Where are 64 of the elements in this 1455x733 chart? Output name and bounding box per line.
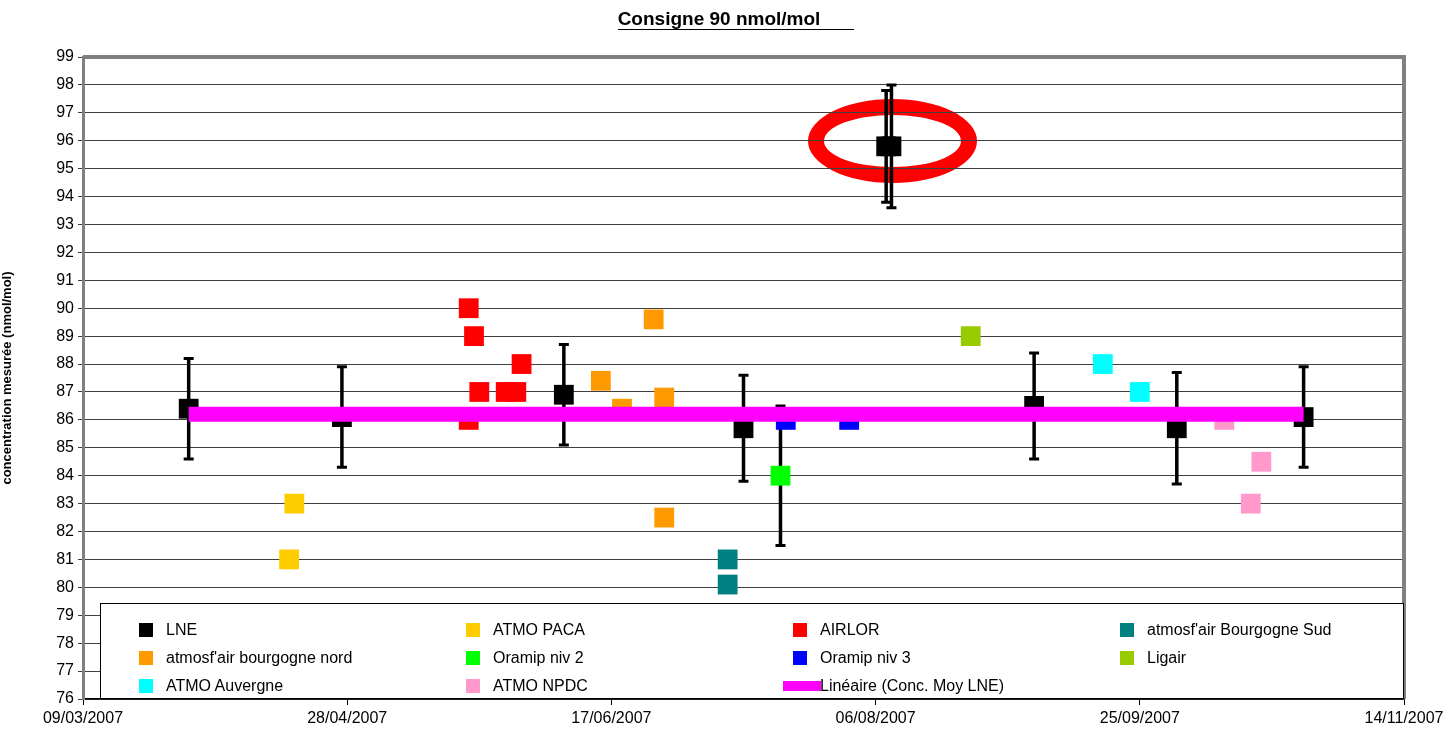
y-tick-label: 94 bbox=[56, 186, 75, 204]
point bbox=[458, 298, 479, 319]
legend-label: Ligair bbox=[1147, 649, 1187, 667]
chart-title: Consigne 90 nmol/mol bbox=[617, 8, 855, 30]
y-tick-label: 79 bbox=[56, 605, 75, 623]
point bbox=[590, 370, 611, 391]
legend-label: atmosf'air Bourgogne Sud bbox=[1147, 621, 1332, 639]
legend-label: atmosf'air bourgogne nord bbox=[166, 649, 353, 667]
y-tick-label: 77 bbox=[56, 661, 75, 679]
y-tick-label: 91 bbox=[56, 270, 75, 288]
y-tick-label: 80 bbox=[56, 577, 75, 595]
y-tick-label: 83 bbox=[56, 494, 75, 512]
point bbox=[654, 507, 675, 528]
point bbox=[506, 382, 527, 402]
point bbox=[881, 136, 902, 157]
point bbox=[717, 549, 738, 570]
legend-label: AIRLOR bbox=[820, 621, 880, 639]
point bbox=[1129, 382, 1150, 402]
y-tick-label: 99 bbox=[56, 47, 75, 65]
y-tick-label: 89 bbox=[56, 326, 75, 344]
y-tick-label: 84 bbox=[56, 466, 75, 484]
point bbox=[1092, 354, 1113, 374]
y-tick-label: 87 bbox=[56, 382, 75, 400]
point bbox=[654, 387, 675, 408]
x-tick-label: 28/04/2007 bbox=[307, 709, 388, 727]
x-tick-label: 17/06/2007 bbox=[571, 709, 652, 727]
point bbox=[960, 326, 981, 347]
x-tick-label: 06/08/2007 bbox=[835, 709, 916, 727]
x-tick-label: 14/11/2007 bbox=[1364, 709, 1444, 727]
legend-label: ATMO PACA bbox=[493, 621, 585, 639]
y-tick-label: 98 bbox=[56, 75, 75, 93]
y-tick-label: 97 bbox=[56, 103, 75, 121]
point bbox=[284, 493, 305, 514]
y-tick-label: 95 bbox=[56, 159, 75, 177]
legend-label: LNE bbox=[166, 621, 198, 639]
y-tick-label: 76 bbox=[56, 689, 75, 707]
point bbox=[511, 354, 532, 374]
point bbox=[717, 574, 738, 595]
y-tick-label: 81 bbox=[56, 549, 75, 567]
legend-label: Linéaire (Conc. Moy LNE) bbox=[820, 677, 1005, 695]
y-tick-label: 90 bbox=[56, 298, 75, 316]
y-tick-label: 93 bbox=[56, 214, 75, 232]
point bbox=[643, 309, 664, 330]
y-tick-label: 88 bbox=[56, 354, 75, 372]
point bbox=[464, 326, 484, 347]
point bbox=[469, 382, 490, 402]
x-tick-label: 09/03/2007 bbox=[42, 709, 124, 727]
point bbox=[279, 549, 299, 570]
legend-label: Oramip niv 2 bbox=[493, 649, 584, 667]
point bbox=[1251, 451, 1272, 472]
y-tick-label: 82 bbox=[56, 521, 75, 539]
legend-label: ATMO NPDC bbox=[493, 677, 588, 695]
legend-label: ATMO Auvergne bbox=[166, 677, 284, 695]
legend-label: Oramip niv 3 bbox=[820, 649, 911, 667]
y-tick-label: 85 bbox=[56, 438, 75, 456]
y-tick-label: 86 bbox=[56, 410, 75, 428]
x-tick-label: 25/09/2007 bbox=[1099, 709, 1180, 727]
y-tick-label: 78 bbox=[56, 633, 75, 651]
point bbox=[1240, 493, 1261, 514]
y-tick-label: 96 bbox=[56, 131, 75, 149]
point bbox=[553, 384, 574, 405]
point bbox=[770, 465, 791, 486]
y-axis-title: concentration mesurée (nmol/mol) bbox=[0, 271, 15, 485]
y-tick-label: 92 bbox=[56, 242, 75, 260]
